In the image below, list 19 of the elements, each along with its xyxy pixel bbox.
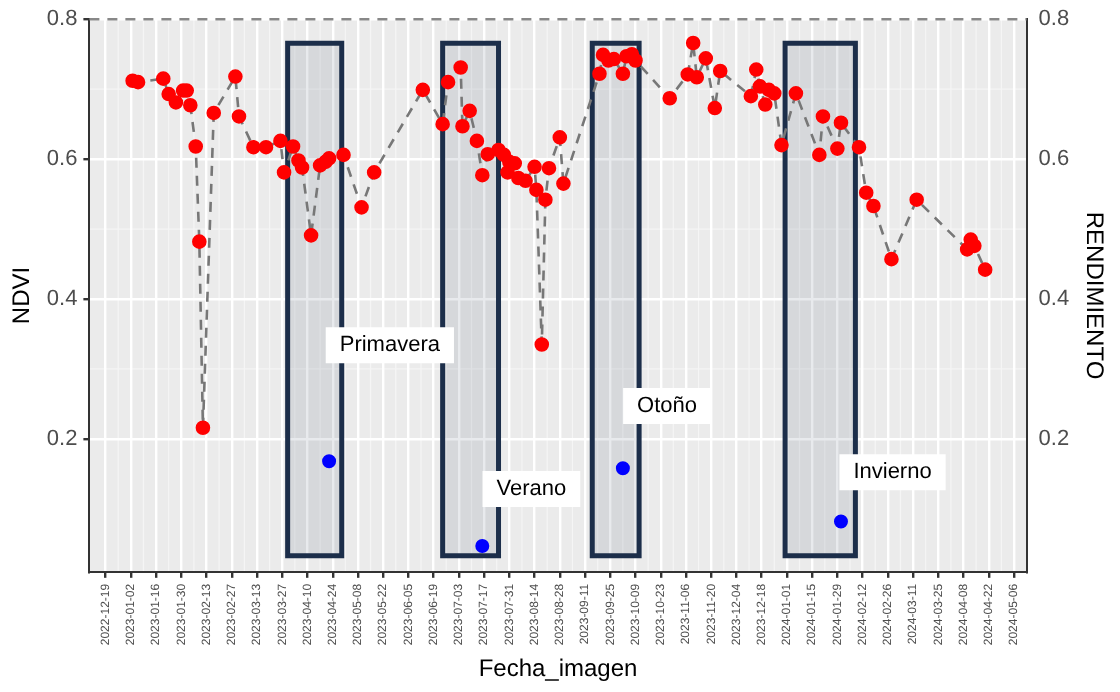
point (322, 454, 337, 469)
annotation: Primavera (339, 333, 442, 358)
annotation: Invierno (853, 460, 932, 485)
annotation: Otoño (637, 394, 698, 419)
y-tick-label: 0.4 (46, 287, 78, 312)
annotation: Verano (496, 476, 567, 501)
y2-tick-label: 0.8 (1038, 7, 1070, 32)
y-tick-label: 0.2 (46, 426, 78, 451)
x-axis-title: Fecha_imagen (478, 654, 638, 683)
y2-tick-label: 0.4 (1038, 287, 1070, 312)
y2-tick-label: 0.6 (1038, 147, 1070, 172)
point (615, 461, 630, 476)
y2-axis-title: RENDIMIENTO (1080, 211, 1109, 380)
y-axis-title: NDVI (7, 266, 36, 325)
y-tick-label: 0.8 (46, 7, 78, 32)
point (833, 514, 848, 529)
y-tick-label: 0.6 (46, 147, 78, 172)
y2-tick-label: 0.2 (1038, 426, 1070, 451)
point (475, 538, 490, 553)
